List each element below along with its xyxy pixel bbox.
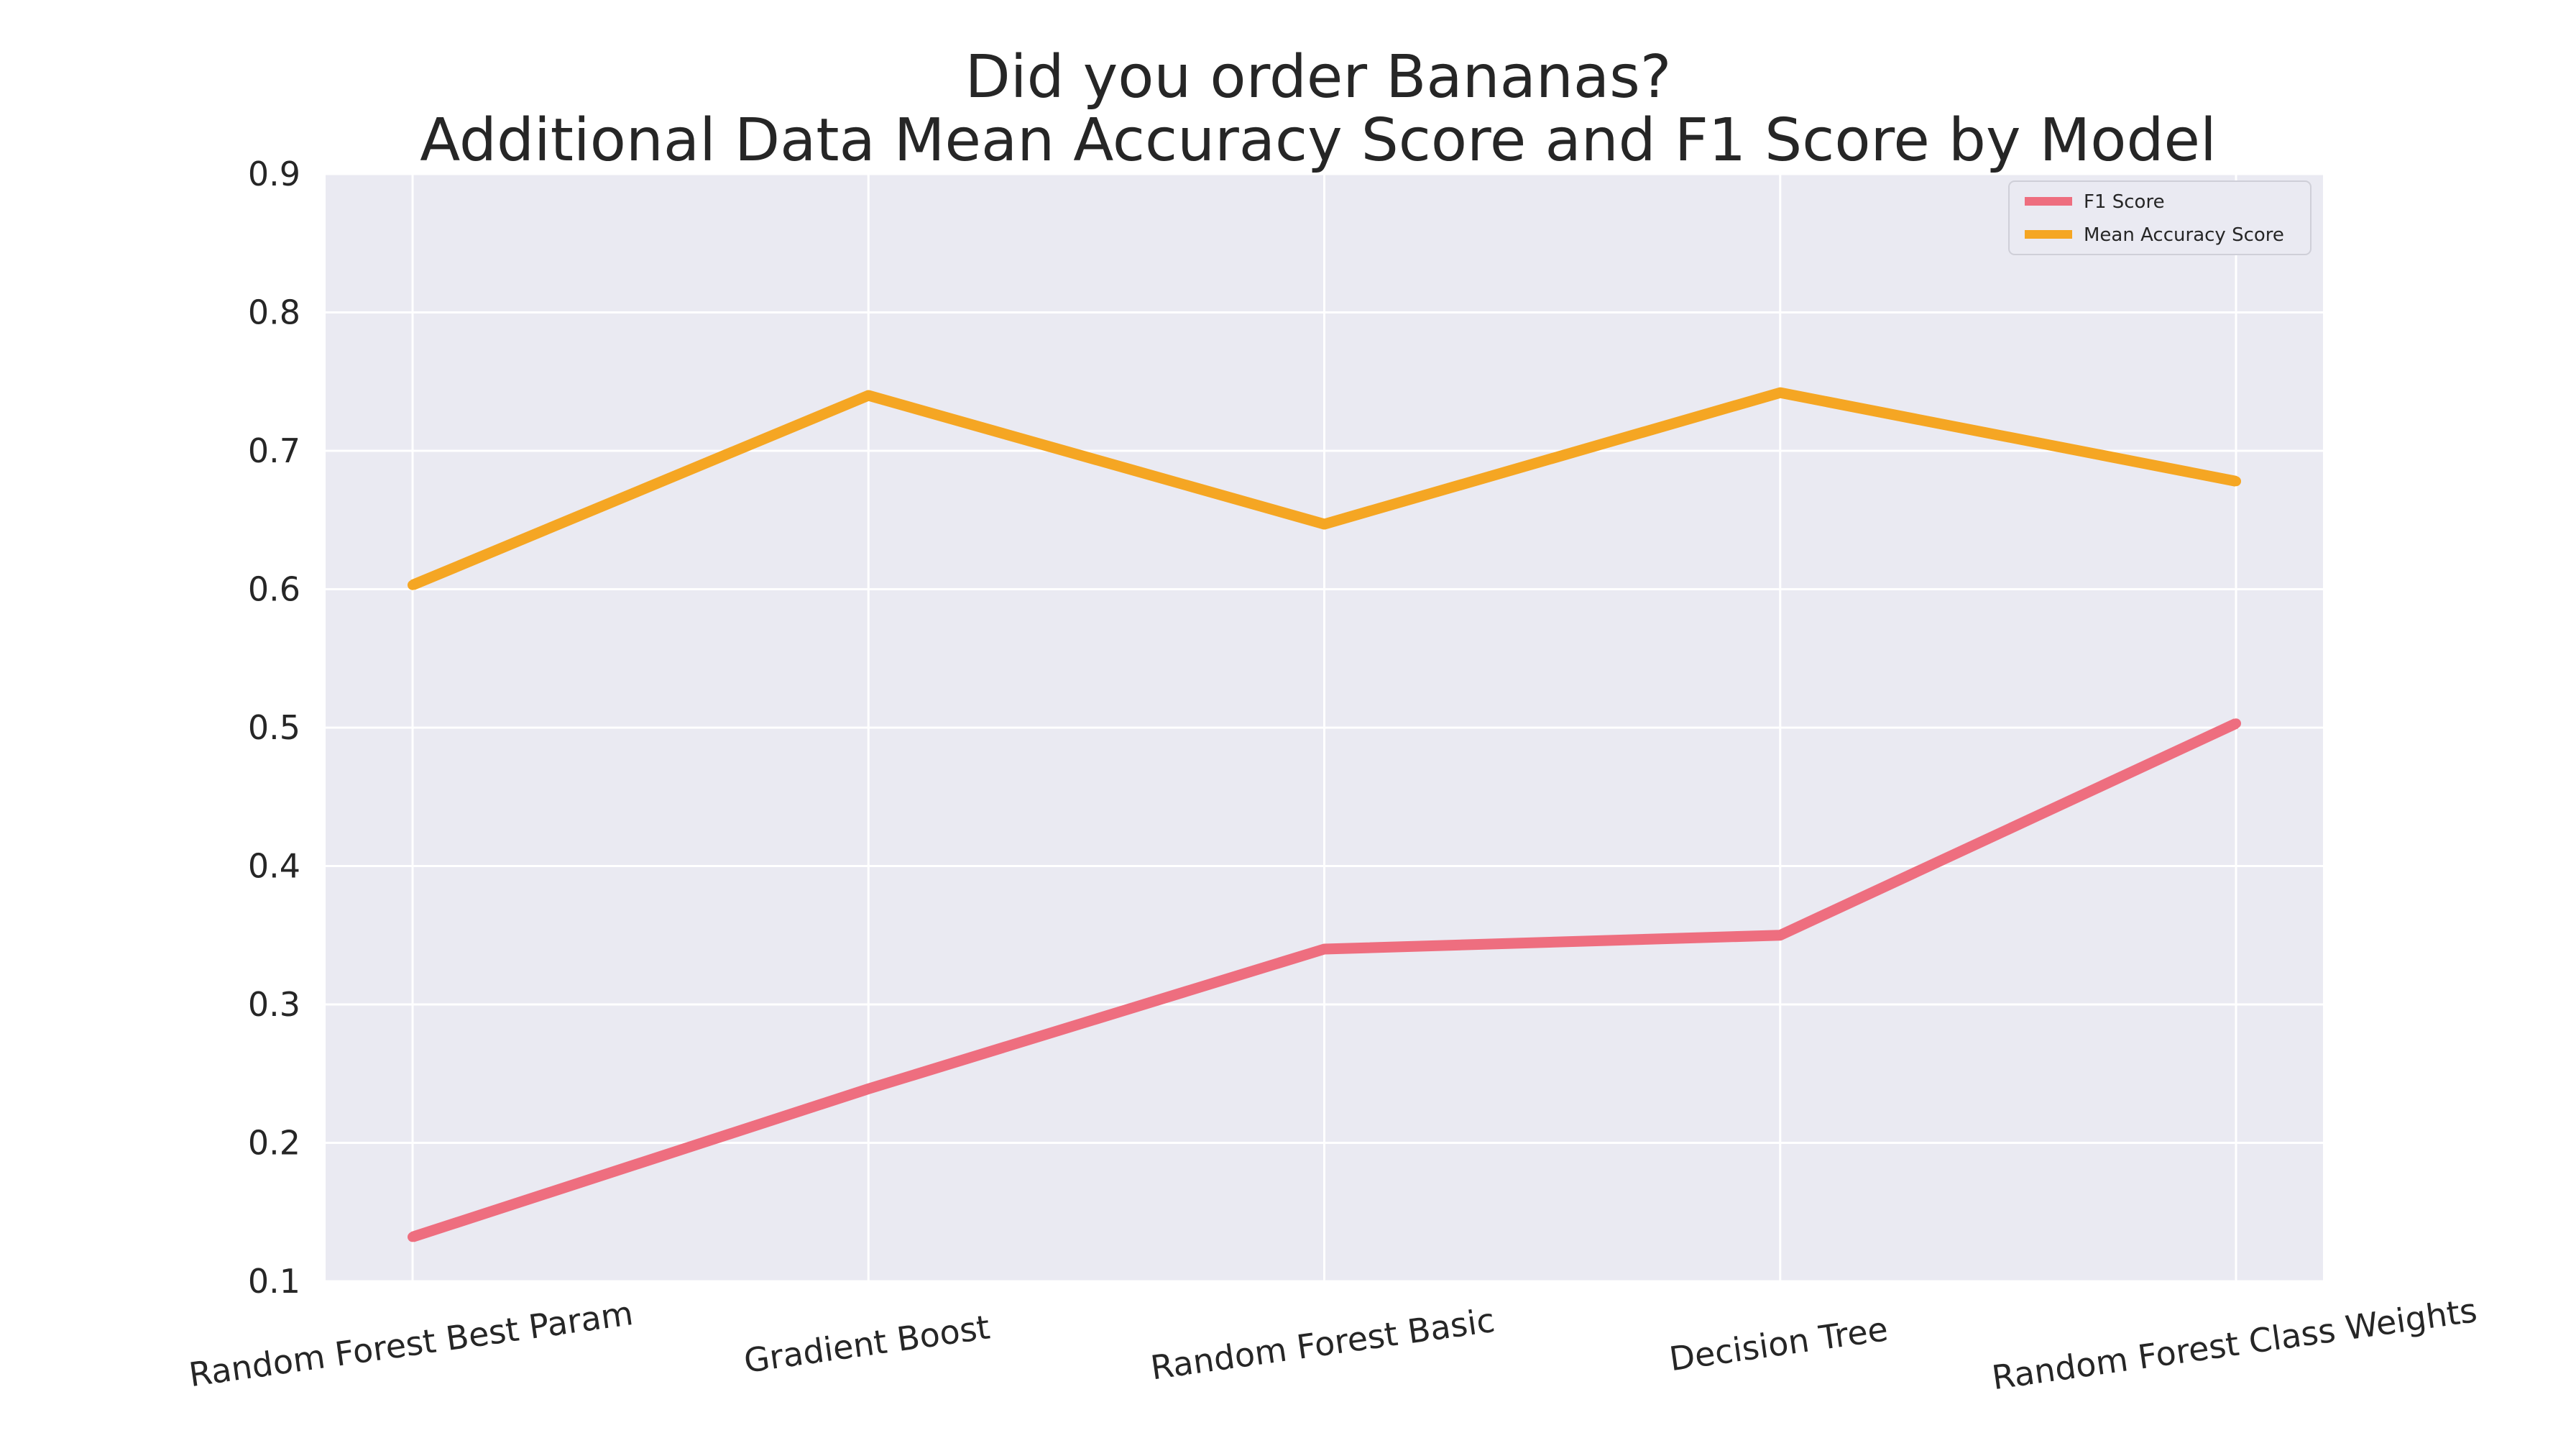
legend-label: F1 Score [2084, 191, 2165, 213]
x-tick-label: Decision Tree [1667, 1309, 1890, 1378]
y-axis-ticks: 0.1 0.2 0.3 0.4 0.5 0.6 0.7 0.8 0.9 [248, 155, 300, 1301]
y-tick-label: 0.1 [248, 1262, 300, 1301]
y-tick-label: 0.3 [248, 985, 300, 1024]
data-point [2231, 718, 2241, 729]
chart-title: Did you order Bananas? [965, 43, 1672, 111]
data-point [408, 1232, 418, 1242]
data-point [2231, 476, 2241, 487]
data-point [863, 1084, 874, 1094]
x-tick-label: Gradient Boost [742, 1307, 993, 1380]
chart-subtitle: Additional Data Mean Accuracy Score and … [420, 106, 2217, 175]
x-tick-label: Random Forest Class Weights [1990, 1291, 2480, 1397]
y-tick-label: 0.5 [248, 708, 300, 747]
data-point [1775, 388, 1785, 398]
y-tick-label: 0.7 [248, 431, 300, 470]
data-point [863, 390, 874, 400]
y-tick-label: 0.6 [248, 570, 300, 609]
x-axis-ticks: Random Forest Best Param Gradient Boost Ra… [186, 1291, 2479, 1397]
data-point [1319, 519, 1330, 530]
grid-lines [326, 173, 2323, 1283]
x-tick-label: Random Forest Best Param [186, 1293, 635, 1394]
x-tick-label: Random Forest Basic [1149, 1301, 1497, 1388]
legend: F1 Score Mean Accuracy Score [2008, 180, 2312, 255]
legend-box [2008, 180, 2312, 255]
y-tick-label: 0.8 [248, 293, 300, 332]
legend-label: Mean Accuracy Score [2084, 224, 2284, 246]
series-lines [408, 387, 2241, 1242]
y-tick-label: 0.4 [248, 847, 300, 886]
data-point [1775, 930, 1785, 940]
y-tick-label: 0.9 [248, 155, 300, 193]
data-point [1319, 944, 1330, 954]
y-tick-label: 0.2 [248, 1124, 300, 1163]
data-point [408, 580, 418, 590]
